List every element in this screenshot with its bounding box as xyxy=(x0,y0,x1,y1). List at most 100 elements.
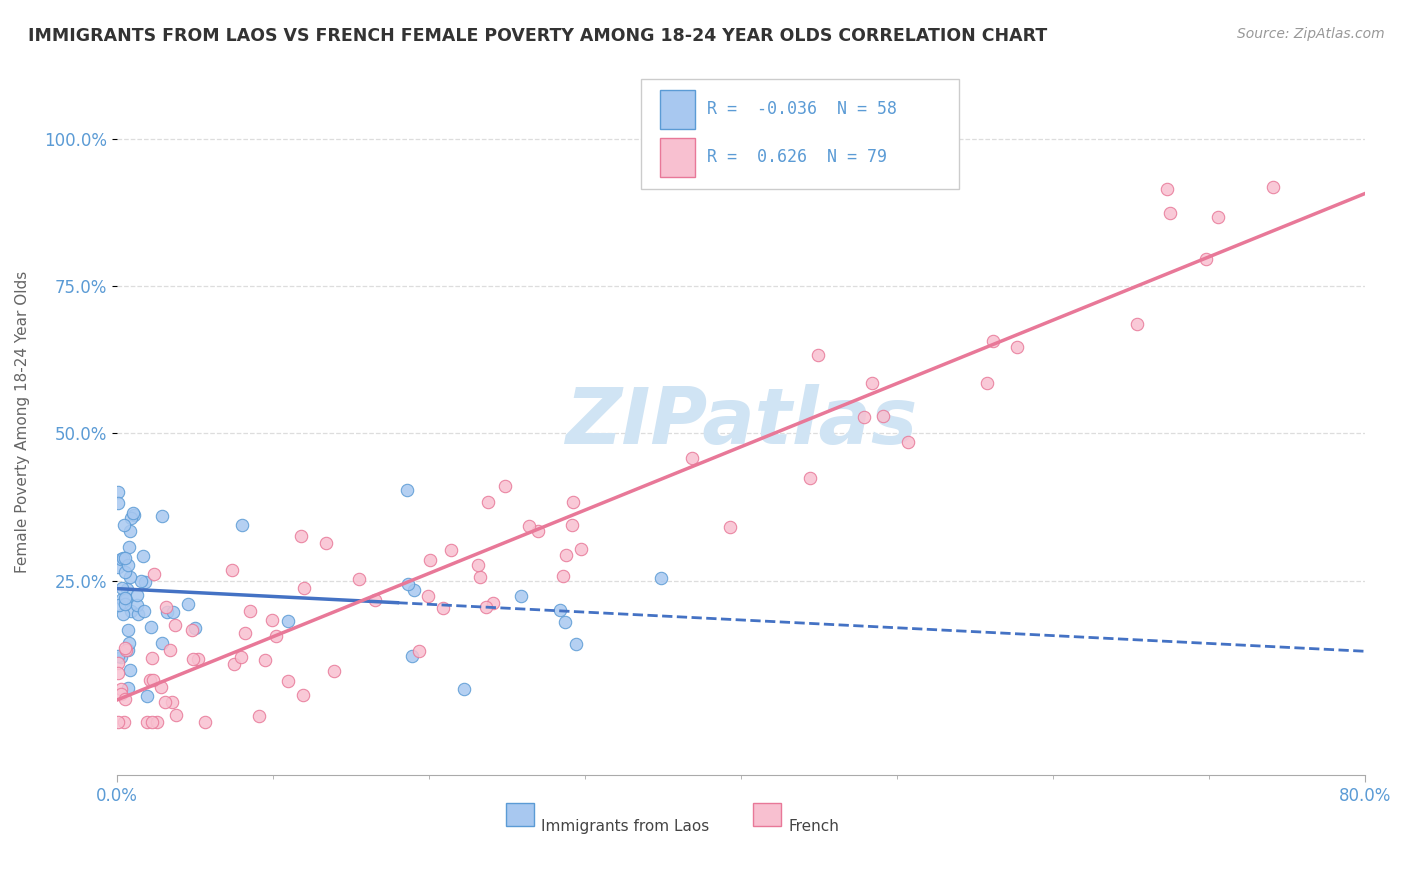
Point xyxy=(107,657,129,671)
Point xyxy=(419,553,441,567)
Point xyxy=(112,714,135,729)
Point xyxy=(117,582,139,596)
Point xyxy=(118,636,141,650)
Point xyxy=(117,623,139,637)
Point xyxy=(650,571,672,585)
Point xyxy=(510,589,533,603)
Point xyxy=(262,613,284,627)
Point xyxy=(118,663,141,677)
Point xyxy=(277,614,299,628)
Point xyxy=(551,569,574,583)
Point xyxy=(139,619,162,633)
Point xyxy=(114,597,136,611)
Point xyxy=(160,695,183,709)
Point xyxy=(117,681,139,696)
Point xyxy=(569,541,592,556)
Point xyxy=(253,653,276,667)
Point xyxy=(110,687,132,701)
Point xyxy=(165,707,187,722)
Point xyxy=(548,603,571,617)
Point xyxy=(146,714,169,729)
Point xyxy=(681,450,703,465)
Point xyxy=(159,643,181,657)
FancyBboxPatch shape xyxy=(659,90,695,128)
Point xyxy=(290,529,312,543)
Point xyxy=(125,588,148,602)
Point xyxy=(1206,210,1229,224)
Point xyxy=(477,495,499,509)
Point xyxy=(860,376,883,391)
Point xyxy=(110,581,132,595)
Point xyxy=(519,519,541,533)
Point xyxy=(1156,182,1178,196)
Point xyxy=(110,682,132,697)
Point xyxy=(150,636,173,650)
Point xyxy=(127,607,149,621)
Point xyxy=(136,689,159,703)
Point xyxy=(112,518,135,533)
Point xyxy=(807,348,830,362)
Point xyxy=(401,648,423,663)
Point xyxy=(110,649,132,664)
FancyBboxPatch shape xyxy=(641,79,959,188)
Point xyxy=(136,714,159,729)
Point xyxy=(1159,206,1181,220)
Point xyxy=(153,695,176,709)
Text: R =  -0.036  N = 58: R = -0.036 N = 58 xyxy=(707,100,897,119)
Point xyxy=(221,563,243,577)
Point xyxy=(107,714,129,729)
Point xyxy=(408,644,430,658)
Point xyxy=(121,506,143,520)
Point xyxy=(233,625,256,640)
Point xyxy=(142,566,165,581)
Point xyxy=(266,629,288,643)
Point xyxy=(187,652,209,666)
Point xyxy=(118,524,141,538)
Text: Immigrants from Laos: Immigrants from Laos xyxy=(541,819,709,834)
Text: ZIPatlas: ZIPatlas xyxy=(565,384,917,459)
Text: R =  0.626  N = 79: R = 0.626 N = 79 xyxy=(707,148,887,167)
Point xyxy=(222,657,245,671)
Point xyxy=(141,651,163,665)
Point xyxy=(110,552,132,566)
Point xyxy=(181,623,204,637)
Point xyxy=(565,637,588,651)
Point xyxy=(117,642,139,657)
Point xyxy=(111,551,134,566)
Point xyxy=(114,565,136,579)
Point xyxy=(122,508,145,522)
Point xyxy=(142,673,165,687)
Point xyxy=(114,640,136,655)
Point xyxy=(322,664,344,678)
Point xyxy=(526,524,548,539)
Text: Source: ZipAtlas.com: Source: ZipAtlas.com xyxy=(1237,27,1385,41)
Point xyxy=(404,583,426,598)
Point xyxy=(872,409,894,423)
Point xyxy=(852,409,875,424)
Point xyxy=(139,673,162,687)
Point xyxy=(117,558,139,572)
Point xyxy=(239,604,262,618)
Point xyxy=(150,509,173,524)
FancyBboxPatch shape xyxy=(754,803,780,826)
Point xyxy=(554,615,576,629)
Point xyxy=(177,598,200,612)
Point xyxy=(114,591,136,605)
Point xyxy=(114,691,136,706)
Point xyxy=(107,485,129,500)
Point xyxy=(229,650,252,665)
Point xyxy=(561,517,583,532)
Point xyxy=(163,617,186,632)
Point xyxy=(114,592,136,607)
Point xyxy=(108,598,131,612)
Point xyxy=(184,621,207,635)
Point xyxy=(494,479,516,493)
Point xyxy=(418,589,440,603)
Point xyxy=(277,674,299,689)
Point xyxy=(554,548,576,562)
Point xyxy=(181,652,204,666)
FancyBboxPatch shape xyxy=(506,803,533,826)
Point xyxy=(194,714,217,729)
Point xyxy=(114,551,136,566)
Point xyxy=(149,681,172,695)
